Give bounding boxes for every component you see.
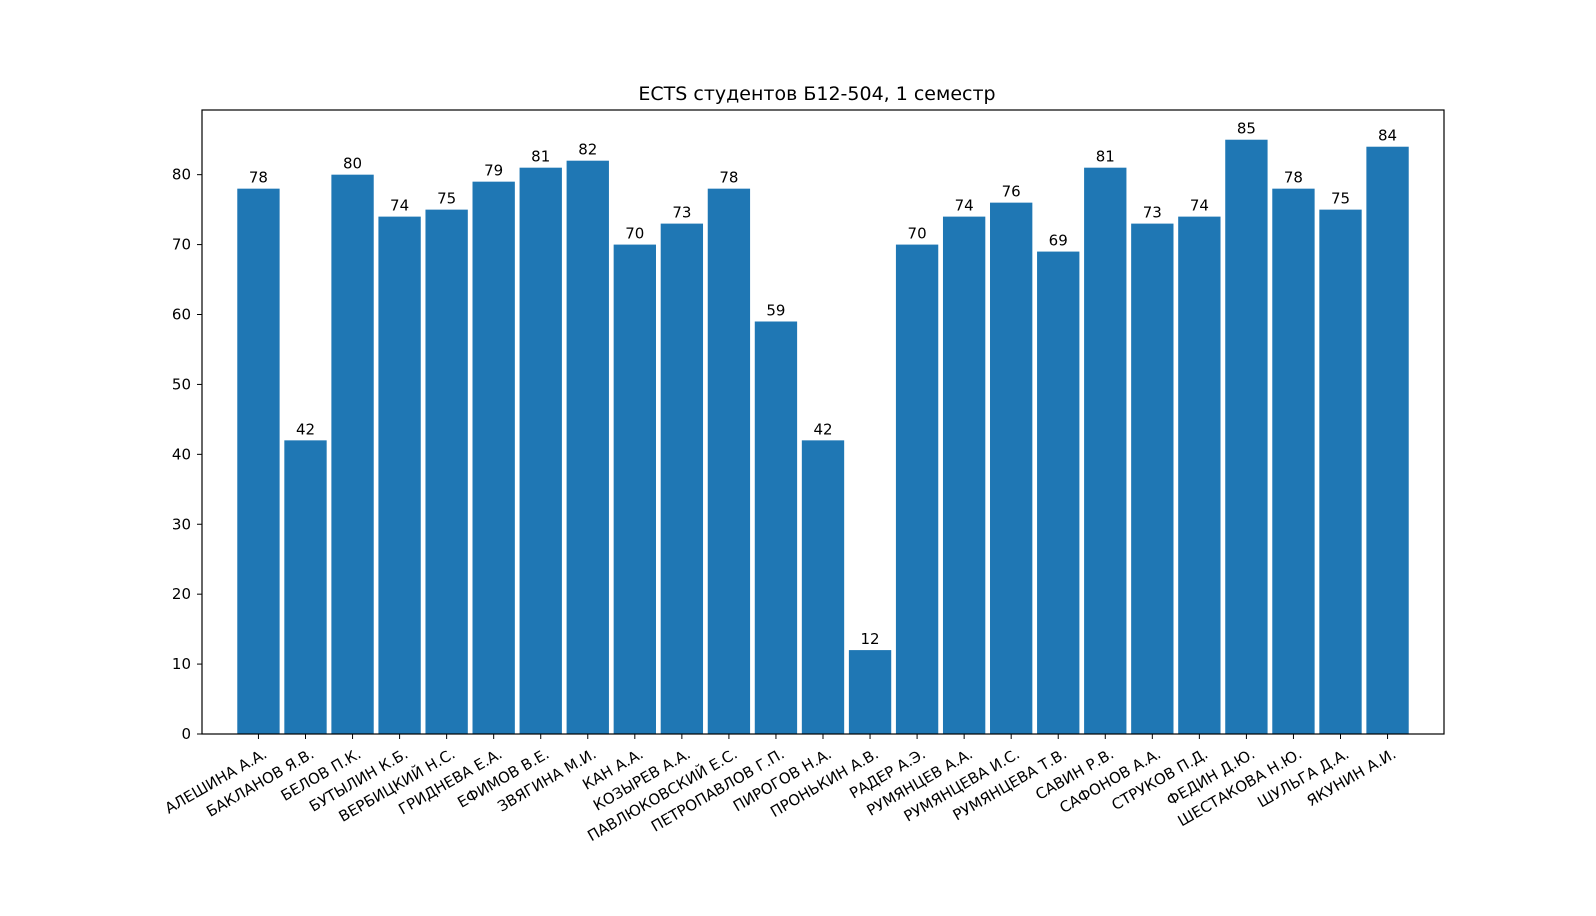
bar bbox=[566, 160, 609, 734]
bar bbox=[707, 188, 751, 734]
bar-value-label: 12 bbox=[861, 630, 880, 648]
bar-value-label: 78 bbox=[719, 169, 738, 187]
bar-value-label: 75 bbox=[437, 190, 456, 208]
bar-value-label: 69 bbox=[1049, 232, 1068, 250]
y-tick-label: 60 bbox=[172, 306, 191, 324]
y-tick-label: 80 bbox=[172, 166, 191, 184]
bar-value-label: 59 bbox=[766, 302, 785, 320]
bar-value-label: 81 bbox=[531, 148, 550, 166]
bar-value-label: 82 bbox=[578, 141, 597, 159]
bar bbox=[1319, 209, 1362, 734]
bar bbox=[378, 216, 421, 734]
bar bbox=[425, 209, 468, 734]
bar-value-label: 80 bbox=[343, 155, 362, 173]
bar-value-label: 73 bbox=[1143, 204, 1162, 222]
bar bbox=[990, 202, 1033, 734]
bar bbox=[1225, 139, 1268, 734]
bar-value-label: 85 bbox=[1237, 120, 1256, 138]
bar bbox=[942, 216, 986, 734]
bar bbox=[1131, 223, 1174, 735]
bar-value-label: 74 bbox=[1190, 197, 1209, 215]
bar bbox=[1272, 188, 1315, 734]
bar bbox=[519, 167, 562, 734]
bar-value-label: 73 bbox=[672, 204, 691, 222]
bar-value-label: 81 bbox=[1096, 148, 1115, 166]
bar bbox=[331, 174, 374, 735]
bar bbox=[895, 244, 939, 734]
bar-value-label: 78 bbox=[249, 169, 268, 187]
bar bbox=[613, 244, 656, 734]
y-tick-label: 50 bbox=[172, 375, 191, 393]
bar bbox=[801, 440, 845, 734]
bar bbox=[754, 321, 798, 734]
bar-value-label: 84 bbox=[1378, 127, 1397, 145]
bar bbox=[472, 181, 515, 734]
y-tick-label: 30 bbox=[172, 515, 191, 533]
bar-value-label: 76 bbox=[1002, 183, 1021, 201]
bar bbox=[1366, 146, 1409, 734]
y-tick-label: 40 bbox=[172, 445, 191, 463]
y-tick-label: 20 bbox=[172, 585, 191, 603]
bar-value-label: 70 bbox=[625, 225, 644, 243]
bar bbox=[284, 440, 327, 734]
bar bbox=[1037, 251, 1080, 734]
bar-value-label: 42 bbox=[813, 420, 832, 438]
bar-value-label: 70 bbox=[908, 225, 927, 243]
bar bbox=[848, 650, 892, 734]
bar-value-label: 74 bbox=[955, 197, 974, 215]
bar-value-label: 74 bbox=[390, 197, 409, 215]
bar bbox=[237, 188, 280, 734]
bar bbox=[1178, 216, 1221, 734]
y-tick-label: 10 bbox=[172, 655, 191, 673]
bar-value-label: 78 bbox=[1284, 169, 1303, 187]
axes-frame bbox=[201, 109, 1445, 735]
y-tick-label: 0 bbox=[181, 725, 191, 743]
chart-title: ECTS студентов Б12-504, 1 семестр bbox=[638, 83, 995, 105]
bar-value-label: 42 bbox=[296, 420, 315, 438]
bar-value-label: 79 bbox=[484, 162, 503, 180]
bar-value-label: 75 bbox=[1331, 190, 1350, 208]
bar bbox=[660, 223, 704, 735]
y-tick-label: 70 bbox=[172, 236, 191, 254]
bar bbox=[1084, 167, 1127, 734]
